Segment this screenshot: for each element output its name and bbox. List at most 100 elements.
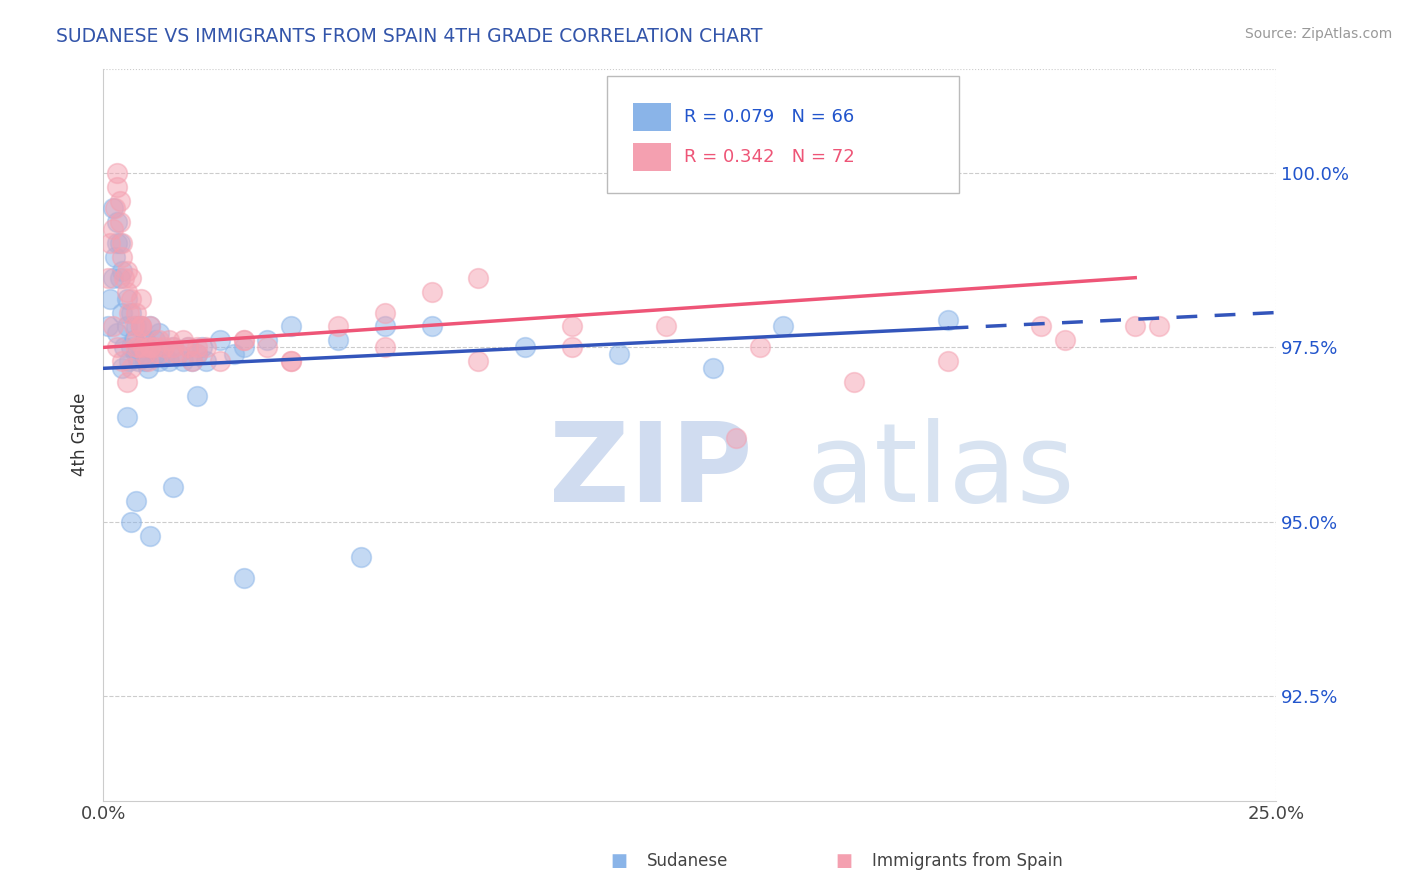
Point — [127, 340, 149, 354]
Point — [167, 347, 190, 361]
Point — [176, 340, 198, 354]
Point — [125, 347, 148, 361]
Point — [167, 347, 190, 361]
Point — [148, 334, 170, 348]
Point — [232, 340, 254, 354]
Point — [101, 222, 124, 236]
Point — [136, 361, 159, 376]
Point — [139, 340, 162, 354]
Point — [98, 235, 121, 250]
Point — [112, 270, 135, 285]
Point — [420, 285, 443, 299]
Point — [122, 334, 145, 348]
Text: SUDANESE VS IMMIGRANTS FROM SPAIN 4TH GRADE CORRELATION CHART: SUDANESE VS IMMIGRANTS FROM SPAIN 4TH GR… — [56, 27, 762, 45]
Point — [111, 354, 134, 368]
Point — [256, 334, 278, 348]
Point — [115, 319, 138, 334]
Point — [105, 180, 128, 194]
Point — [129, 319, 152, 334]
Text: Sudanese: Sudanese — [647, 852, 728, 870]
Text: atlas: atlas — [807, 417, 1076, 524]
Point — [111, 235, 134, 250]
Point — [115, 263, 138, 277]
Point — [467, 354, 489, 368]
Point — [143, 340, 166, 354]
Point — [139, 319, 162, 334]
FancyBboxPatch shape — [607, 76, 959, 193]
Point — [118, 354, 141, 368]
Point — [108, 194, 131, 208]
Point — [132, 340, 155, 354]
Point — [607, 347, 630, 361]
Point — [209, 334, 232, 348]
Point — [108, 270, 131, 285]
Point — [181, 354, 204, 368]
Point — [561, 340, 583, 354]
Point — [162, 340, 184, 354]
Point — [143, 347, 166, 361]
Point — [120, 305, 142, 319]
Point — [136, 354, 159, 368]
Point — [115, 376, 138, 390]
Point — [101, 270, 124, 285]
Point — [350, 549, 373, 564]
Point — [108, 235, 131, 250]
Point — [702, 361, 724, 376]
Point — [129, 319, 152, 334]
Point — [101, 201, 124, 215]
Point — [936, 354, 959, 368]
Point — [1147, 319, 1170, 334]
Point — [148, 354, 170, 368]
Text: ■: ■ — [610, 852, 627, 870]
Point — [186, 340, 208, 354]
Point — [139, 340, 162, 354]
Point — [115, 410, 138, 425]
Point — [98, 292, 121, 306]
Point — [195, 340, 218, 354]
Text: ZIP: ZIP — [548, 417, 752, 524]
Point — [132, 347, 155, 361]
Point — [108, 215, 131, 229]
Point — [97, 270, 120, 285]
Bar — [633, 144, 671, 171]
Point — [118, 305, 141, 319]
Point — [162, 347, 184, 361]
Text: R = 0.342   N = 72: R = 0.342 N = 72 — [683, 148, 855, 166]
Point — [162, 340, 184, 354]
Point — [111, 263, 134, 277]
Point — [162, 480, 184, 494]
Point — [139, 529, 162, 543]
Point — [120, 292, 142, 306]
Text: Source: ZipAtlas.com: Source: ZipAtlas.com — [1244, 27, 1392, 41]
Point — [157, 334, 180, 348]
Point — [125, 493, 148, 508]
Point — [125, 334, 148, 348]
Point — [467, 270, 489, 285]
Point — [134, 334, 156, 348]
Bar — [633, 103, 671, 131]
Point — [111, 250, 134, 264]
Point — [105, 340, 128, 354]
Point — [127, 354, 149, 368]
Point — [134, 347, 156, 361]
Point — [129, 340, 152, 354]
Point — [936, 312, 959, 326]
Text: ■: ■ — [835, 852, 852, 870]
Point — [139, 340, 162, 354]
Point — [186, 347, 208, 361]
Point — [374, 319, 396, 334]
Point — [232, 570, 254, 584]
Point — [772, 319, 794, 334]
Point — [725, 431, 748, 445]
Point — [134, 354, 156, 368]
Point — [129, 319, 152, 334]
Point — [1123, 319, 1146, 334]
Point — [105, 166, 128, 180]
Point — [209, 354, 232, 368]
Point — [125, 340, 148, 354]
Point — [420, 319, 443, 334]
Point — [115, 285, 138, 299]
Point — [105, 235, 128, 250]
Point — [148, 326, 170, 341]
Point — [176, 340, 198, 354]
